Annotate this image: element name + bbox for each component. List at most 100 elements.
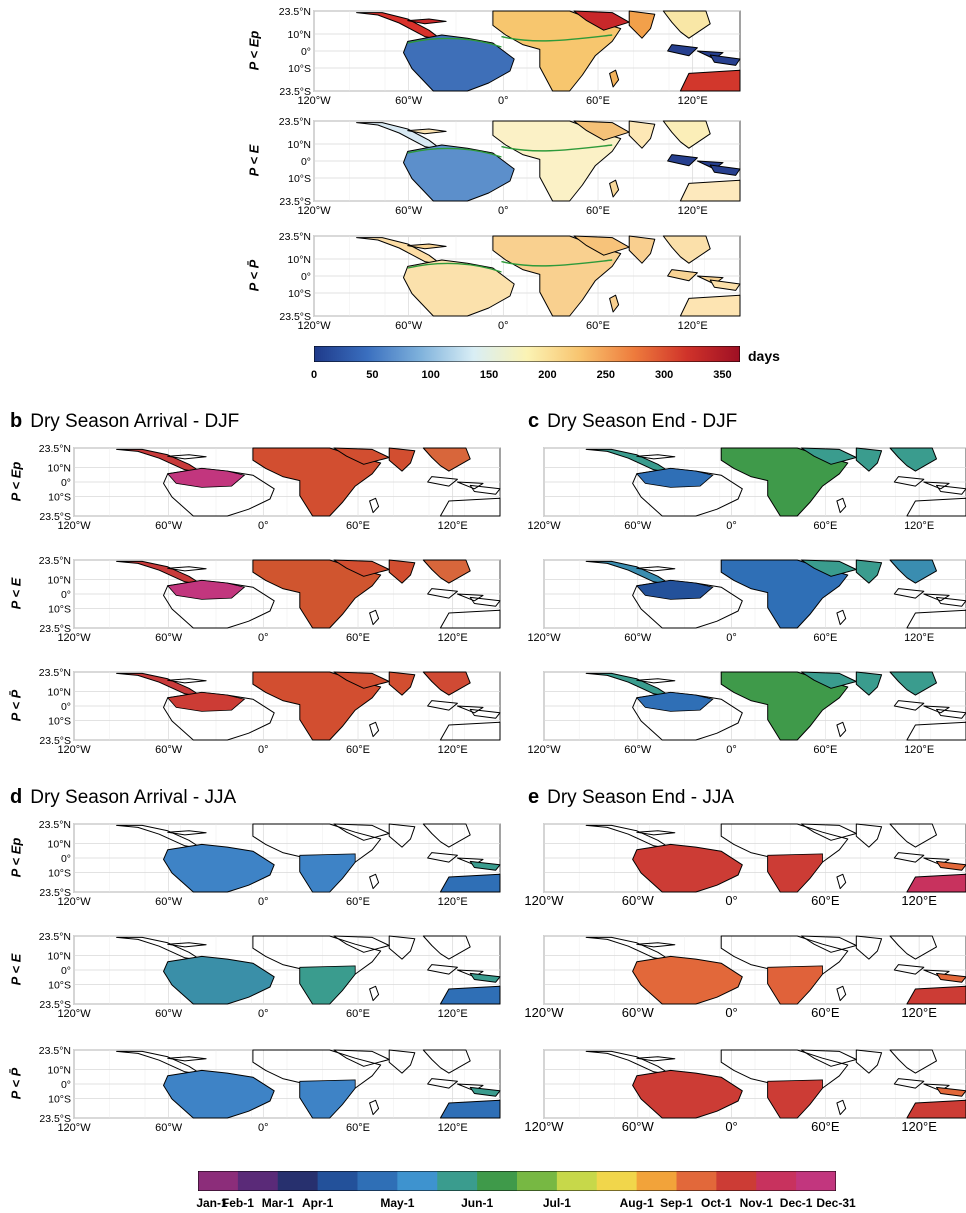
madagascar-outline [609, 294, 620, 313]
lon-tick-label: 0° [258, 1122, 269, 1134]
date-colorbar [197, 1170, 837, 1192]
date-color-block [796, 1171, 837, 1191]
lon-tick-label: 0° [725, 1005, 737, 1020]
date-tick-label: Feb-1 [221, 1196, 254, 1210]
lon-tick-label: 120°W [527, 520, 561, 532]
lon-tick-label: 0° [258, 520, 269, 532]
caribbean-outline [167, 1056, 207, 1062]
new-guinea-outline [936, 484, 966, 495]
lon-tick-label: 120°E [678, 95, 708, 107]
lat-tick-label: 0° [61, 965, 71, 977]
days-tick-label: 300 [654, 369, 674, 381]
lon-tick-label: 120°W [57, 896, 91, 908]
lon-tick-label: 0° [726, 744, 737, 756]
lon-tick-label: 120°E [438, 1008, 468, 1020]
lat-tick-label: 10°S [48, 1093, 71, 1105]
new-guinea-outline [709, 279, 741, 291]
lon-tick-label: 0° [725, 893, 737, 908]
caribbean-outline [167, 830, 207, 836]
lon-tick-label: 120°W [524, 893, 564, 908]
madagascar-outline [836, 721, 847, 738]
islands-1-outline [667, 269, 698, 282]
date-tick-label: Sep-1 [660, 1196, 693, 1210]
india-outline [388, 935, 416, 960]
panel-d-row-label-3: P < P̄ [8, 1067, 24, 1100]
panel-c-title: c Dry Season End - DJF [528, 410, 738, 432]
lon-tick-label: 120°E [904, 632, 934, 644]
caribbean-outline [636, 678, 676, 684]
lat-tick-label: 0° [301, 271, 311, 283]
lon-tick-label: 120°E [438, 1122, 468, 1134]
australia-outline [906, 1099, 966, 1119]
lat-tick-label: 23.5°N [279, 116, 311, 128]
lon-tick-label: 120°E [438, 896, 468, 908]
panel-c-map-1: 120°W 60°W 0° 60°E 120°E [527, 447, 966, 532]
lat-tick-label: 23.5°N [279, 6, 311, 18]
date-colorbar-blocks [197, 1170, 837, 1192]
islands-1-outline [427, 852, 458, 863]
lat-tick-label: 10°N [288, 139, 311, 151]
arabia-outline [800, 671, 857, 689]
date-tick-label: Jan-1 [196, 1196, 228, 1210]
lon-tick-label: 60°W [155, 1008, 183, 1020]
lat-tick-label: 0° [301, 156, 311, 168]
lat-tick-label: 0° [61, 477, 71, 489]
australia-outline [679, 294, 741, 317]
lat-tick-label: 23.5°S [39, 999, 71, 1011]
lon-tick-label: 60°E [813, 632, 837, 644]
islands-1-outline [667, 154, 698, 167]
australia-outline [906, 497, 966, 517]
lat-tick-label: 23.5°S [279, 311, 311, 323]
lon-tick-label: 120°E [904, 520, 934, 532]
lon-tick-label: 0° [726, 632, 737, 644]
days-tick-label: 250 [596, 369, 615, 381]
new-guinea-outline [936, 1086, 966, 1097]
lon-tick-label: 60°E [813, 744, 837, 756]
lon-tick-label: 60°W [624, 520, 652, 532]
days-tick-label: 200 [538, 369, 557, 381]
lon-tick-label: 120°W [57, 632, 91, 644]
se-asia-outline [889, 671, 937, 696]
south-america-n-fill [636, 467, 714, 488]
dry-boundary [501, 144, 613, 152]
lat-tick-label: 23.5°S [39, 1113, 71, 1125]
date-color-block [556, 1171, 598, 1191]
south-america-outline [632, 1069, 743, 1119]
lon-tick-label: 120°W [527, 632, 561, 644]
lon-tick-label: 0° [498, 95, 509, 107]
lon-tick-label: 0° [725, 1119, 737, 1134]
lat-tick-label: 23.5°N [39, 667, 71, 679]
lon-tick-label: 120°W [57, 744, 91, 756]
south-america-outline [163, 955, 275, 1005]
lon-tick-label: 120°E [438, 632, 468, 644]
lon-tick-label: 60°E [346, 520, 370, 532]
new-guinea-outline [469, 596, 501, 607]
se-asia-outline [422, 559, 471, 584]
lat-tick-label: 10°N [48, 951, 71, 963]
madagascar-outline [369, 609, 380, 626]
date-color-block [317, 1171, 358, 1191]
arabia-outline [573, 120, 630, 141]
madagascar-outline [369, 985, 380, 1002]
arabia-outline [333, 1049, 390, 1067]
islands-1-outline [893, 964, 925, 975]
date-color-block [676, 1171, 717, 1191]
india-outline [388, 823, 416, 848]
panel-e-map-2: 120°W 60°W 0° 60°E 120°E [524, 935, 966, 1020]
south-america-n-fill [636, 579, 714, 600]
lon-tick-label: 120°W [297, 95, 331, 107]
arabia-outline [573, 10, 630, 31]
caribbean-outline [636, 942, 676, 948]
australia-outline [439, 609, 501, 629]
lat-tick-label: 10°N [48, 575, 71, 587]
date-color-block [237, 1171, 279, 1191]
australia-outline [439, 985, 501, 1005]
new-guinea-outline [936, 972, 966, 983]
arabia-outline [800, 1049, 857, 1067]
lat-tick-label: 23.5°N [39, 1045, 71, 1057]
date-color-block [596, 1171, 638, 1191]
madagascar-outline [369, 1099, 380, 1116]
